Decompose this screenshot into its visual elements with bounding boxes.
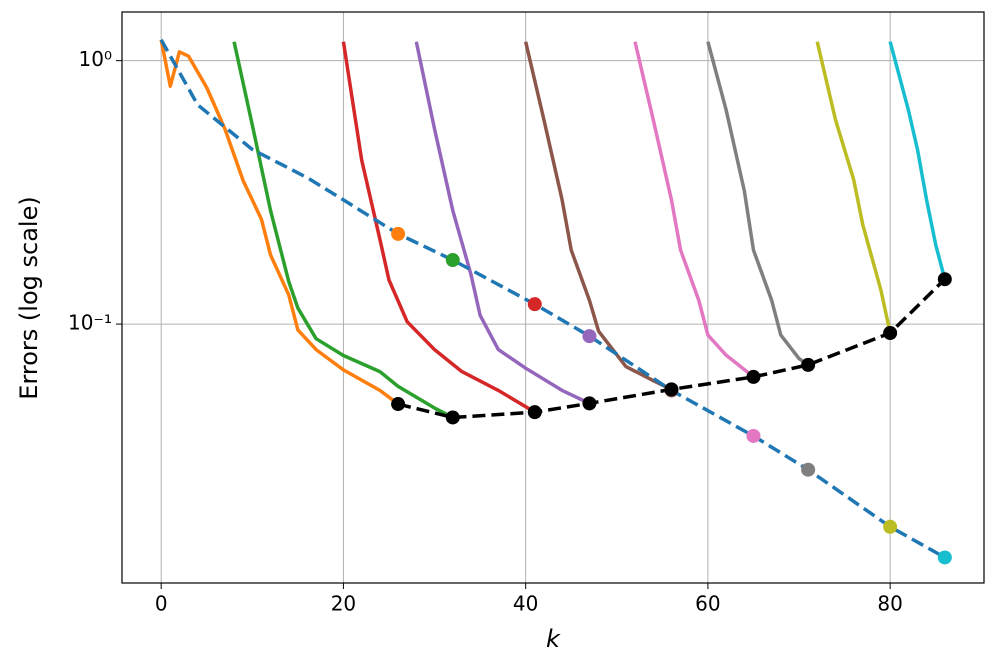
- x-tick-label: 80: [877, 592, 902, 616]
- point: [445, 253, 460, 268]
- x-tick-label: 0: [155, 592, 168, 616]
- point: [746, 369, 761, 384]
- line: [888, 41, 947, 280]
- x-tick-label: 20: [331, 592, 356, 616]
- point: [664, 382, 679, 397]
- point: [391, 397, 406, 412]
- x-axis-label: k: [546, 625, 561, 653]
- line: [633, 41, 755, 379]
- plot-frame: [121, 11, 985, 584]
- line: [414, 41, 591, 405]
- x-tick-label: 60: [695, 592, 720, 616]
- line: [159, 39, 400, 406]
- line: [159, 38, 946, 559]
- point: [445, 410, 460, 425]
- line: [341, 41, 536, 414]
- point: [937, 272, 952, 287]
- x-tick-label: 40: [513, 592, 538, 616]
- line: [523, 41, 673, 391]
- y-axis-label: Errors (log scale): [15, 196, 43, 399]
- line: [232, 41, 454, 420]
- point: [582, 329, 597, 344]
- point: [527, 297, 542, 312]
- y-tick-label: 10⁰: [79, 47, 112, 71]
- point: [883, 519, 898, 534]
- point: [801, 357, 816, 372]
- point: [883, 325, 898, 340]
- point: [582, 396, 597, 411]
- line: [815, 41, 892, 334]
- line: [706, 41, 810, 367]
- y-tick-label: 10⁻¹: [68, 311, 112, 335]
- point: [527, 405, 542, 420]
- point: [746, 428, 761, 443]
- point: [937, 550, 952, 565]
- point: [801, 462, 816, 477]
- point: [391, 226, 406, 241]
